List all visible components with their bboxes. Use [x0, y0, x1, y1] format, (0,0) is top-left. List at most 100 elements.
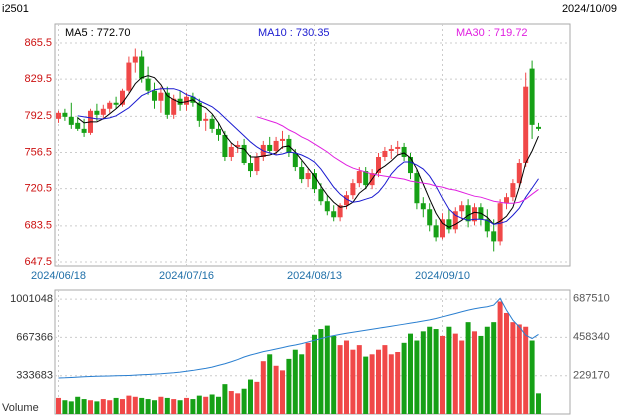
x-tick-label: 2024/07/16 [159, 270, 214, 282]
y-tick-label: 756.5 [24, 146, 52, 158]
volume-bar [491, 322, 497, 414]
candle-body [427, 209, 433, 226]
legend-entry: MA5 : 772.70 [65, 27, 130, 39]
candle-body [465, 205, 471, 222]
volume-label: Volume [2, 402, 39, 414]
candle-body [529, 68, 535, 125]
candle-body [516, 163, 522, 184]
candle-body [452, 211, 458, 230]
volume-bar [440, 335, 445, 414]
candle-body [248, 163, 253, 172]
x-tick-label: 2024/08/13 [287, 270, 342, 282]
candle-body [94, 110, 100, 115]
volume-bar [331, 335, 337, 414]
candle-body [420, 203, 426, 210]
ma-line [77, 88, 539, 225]
volume-bar [305, 342, 311, 414]
volume-bar [472, 331, 477, 414]
volume-bar [395, 352, 401, 414]
candle-body [459, 205, 465, 212]
volume-bar [337, 345, 343, 414]
volume-bar [56, 397, 61, 414]
candle-body [510, 183, 516, 198]
candle-body [273, 140, 279, 151]
volume-bar [388, 354, 394, 414]
volume-bar [478, 335, 484, 414]
candle-body [433, 225, 439, 238]
candle-body [536, 126, 541, 129]
candle-body [145, 78, 151, 91]
volume-bar [420, 331, 426, 414]
volume-bar [267, 354, 273, 414]
y-tick-label: 792.5 [24, 110, 52, 122]
candle-body [395, 146, 401, 149]
volume-bar [139, 397, 145, 414]
price-panel [54, 23, 571, 267]
candle-body [440, 219, 445, 238]
volume-bar [427, 326, 433, 414]
candle-body [382, 150, 388, 158]
volume-bar [203, 396, 209, 414]
volume-bar [459, 340, 465, 414]
y2-tick-label: 458340 [573, 331, 610, 343]
y2-tick-label: 687510 [573, 293, 610, 305]
y-tick-label: 683.5 [24, 220, 52, 232]
volume-bar [523, 326, 529, 414]
candle-body [100, 108, 106, 115]
candle-body [120, 90, 125, 105]
candle-body [196, 102, 202, 121]
x-tick-label: 2024/06/18 [31, 270, 86, 282]
candle-body [164, 92, 170, 115]
volume-bar [145, 399, 151, 414]
candle-body [68, 116, 74, 125]
candle-body [344, 195, 349, 206]
candle-body [491, 231, 497, 242]
candle-body [254, 157, 260, 172]
volume-bar [401, 342, 407, 414]
volume-bar [344, 340, 349, 414]
y-tick-label: 333683 [16, 370, 53, 382]
candle-body [75, 122, 81, 129]
candle-body [228, 146, 234, 158]
volume-bar [324, 325, 330, 414]
volume-bar [222, 384, 228, 414]
candle-body [126, 62, 132, 91]
open-interest-line [58, 297, 539, 379]
candle-body [414, 173, 420, 204]
chart-title: i2501 [2, 3, 29, 15]
candle-body [158, 92, 164, 101]
candle-body [472, 207, 477, 222]
volume-bar [100, 399, 106, 414]
ma-line [77, 75, 539, 228]
candle-body [356, 171, 362, 184]
candle-body [184, 96, 189, 105]
candle-body [113, 102, 119, 105]
candle-body [305, 173, 311, 180]
volume-bar [452, 333, 458, 414]
volume-bar [382, 345, 388, 414]
chart-date: 2024/10/09 [562, 3, 617, 15]
volume-bar [286, 358, 292, 414]
candle-body [337, 205, 343, 218]
candle-body [56, 112, 61, 119]
candle-body [171, 98, 177, 115]
candle-body [318, 189, 324, 202]
volume-bar [126, 395, 132, 414]
volume-bar [241, 388, 247, 414]
volume-bar [280, 370, 285, 414]
candle-body [484, 219, 490, 232]
candle-body [331, 211, 337, 218]
volume-bar [177, 400, 183, 414]
candle-body [388, 148, 394, 151]
volume-bar [350, 349, 356, 414]
candle-body [139, 56, 145, 79]
candle-body [401, 146, 407, 158]
volume-bar [408, 333, 413, 414]
candle-body [241, 144, 247, 164]
volume-bar [529, 340, 535, 414]
volume-bar [356, 345, 362, 414]
volume-bar [465, 322, 471, 414]
volume-bar [510, 322, 516, 414]
volume-bar [254, 381, 260, 414]
